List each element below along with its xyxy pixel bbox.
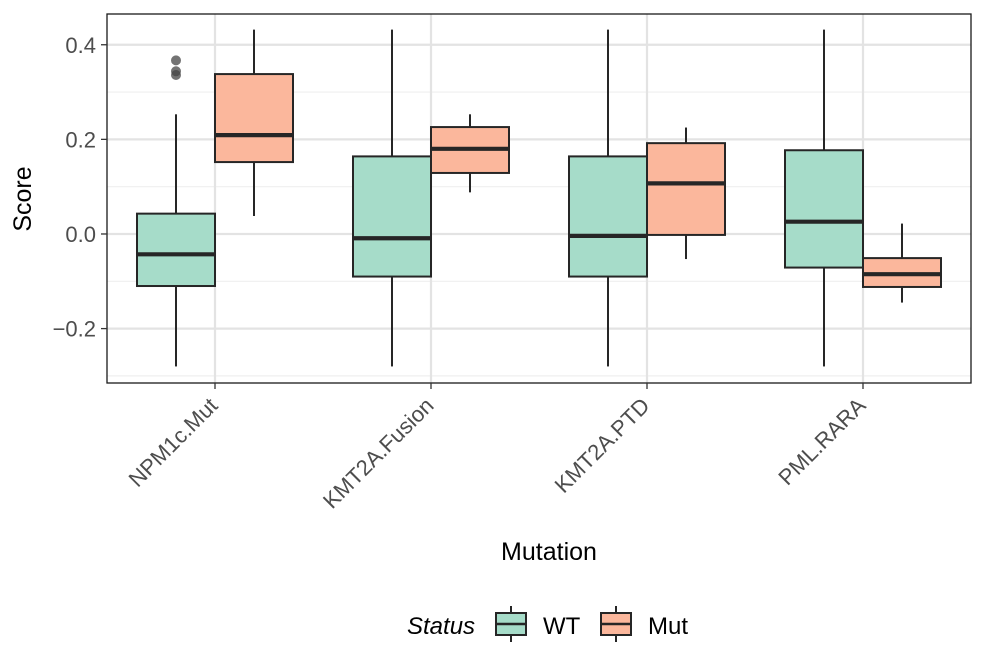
outlier-point [171, 66, 181, 77]
y-tick-label: 0.4 [65, 33, 96, 58]
box-wt-kmt2a-ptd [568, 29, 648, 367]
x-tick-label: KMT2A.Fusion [318, 393, 439, 514]
legend-title: Status [407, 613, 475, 640]
x-tick-label: PML.RARA [773, 393, 870, 490]
y-tick-label: 0.0 [65, 222, 96, 247]
box-wt-npm1c-mut [136, 55, 216, 367]
box [568, 155, 648, 278]
box [214, 73, 294, 164]
y-axis-title: Score [9, 166, 37, 231]
box [784, 149, 864, 269]
x-tick-label: NPM1c.Mut [124, 393, 223, 492]
y-tick-label: −0.2 [53, 317, 96, 342]
legend-label-mut: Mut [648, 613, 688, 640]
plot-panel [106, 13, 972, 384]
box-mut-kmt2a-ptd [646, 127, 726, 260]
legend-label-wt: WT [543, 613, 581, 640]
x-axis: NPM1c.Mut KMT2A.Fusion KMT2A.PTD PML.RARA [124, 383, 871, 513]
legend-key-wt [495, 606, 527, 642]
x-tick-label: KMT2A.PTD [550, 393, 655, 498]
legend: Status WT Mut [407, 606, 688, 642]
legend-key-mut [600, 606, 632, 642]
box-wt-pml-rara [784, 29, 864, 367]
box-mut-npm1c-mut [214, 29, 294, 217]
box [352, 155, 432, 278]
y-axis: −0.2 0.0 0.2 0.4 [53, 33, 107, 342]
y-tick-label: 0.2 [65, 127, 96, 152]
box-mut-kmt2a-fusion [430, 114, 510, 193]
box [646, 142, 726, 236]
box-mut-pml-rara [862, 223, 942, 303]
x-axis-title: Mutation [501, 538, 597, 566]
outlier-point [171, 55, 181, 66]
box-plots [136, 29, 942, 367]
box-wt-kmt2a-fusion [352, 29, 432, 367]
box [136, 212, 216, 288]
